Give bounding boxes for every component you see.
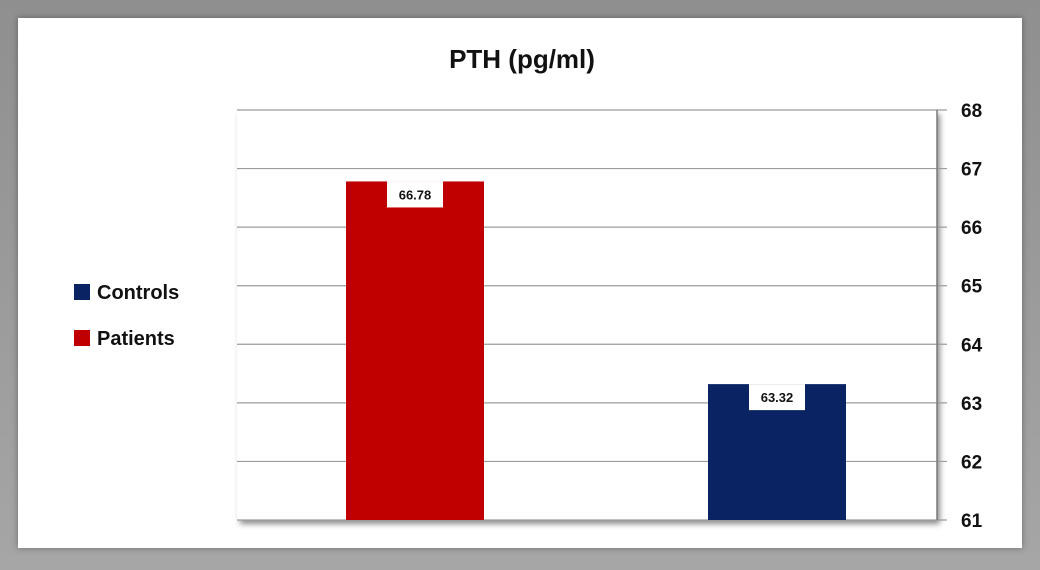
legend: Controls Patients [74, 282, 179, 350]
y-tick-label: 65 [961, 277, 983, 298]
y-tick-label: 64 [961, 335, 983, 356]
data-labels: 66.78 63.32 [387, 181, 805, 411]
legend-swatch [74, 284, 90, 300]
chart-title: PTH (pg/ml) [449, 44, 595, 74]
y-axis: 61 62 63 64 65 66 67 68 [936, 101, 983, 532]
y-tick-label: 68 [961, 101, 982, 122]
data-label-box [387, 181, 443, 208]
y-tick-label: 63 [961, 394, 982, 415]
y-tick-label: 66 [961, 218, 982, 239]
data-label: 63.32 [761, 390, 794, 405]
y-tick-label: 61 [961, 511, 983, 532]
data-label: 66.78 [399, 187, 432, 202]
y-tick-label: 62 [961, 452, 982, 473]
bar-patients [346, 181, 484, 520]
data-label-box [749, 384, 805, 411]
legend-label: Patients [97, 328, 175, 350]
legend-label: Controls [97, 282, 179, 304]
legend-swatch [74, 330, 90, 346]
y-tick-label: 67 [961, 160, 982, 181]
